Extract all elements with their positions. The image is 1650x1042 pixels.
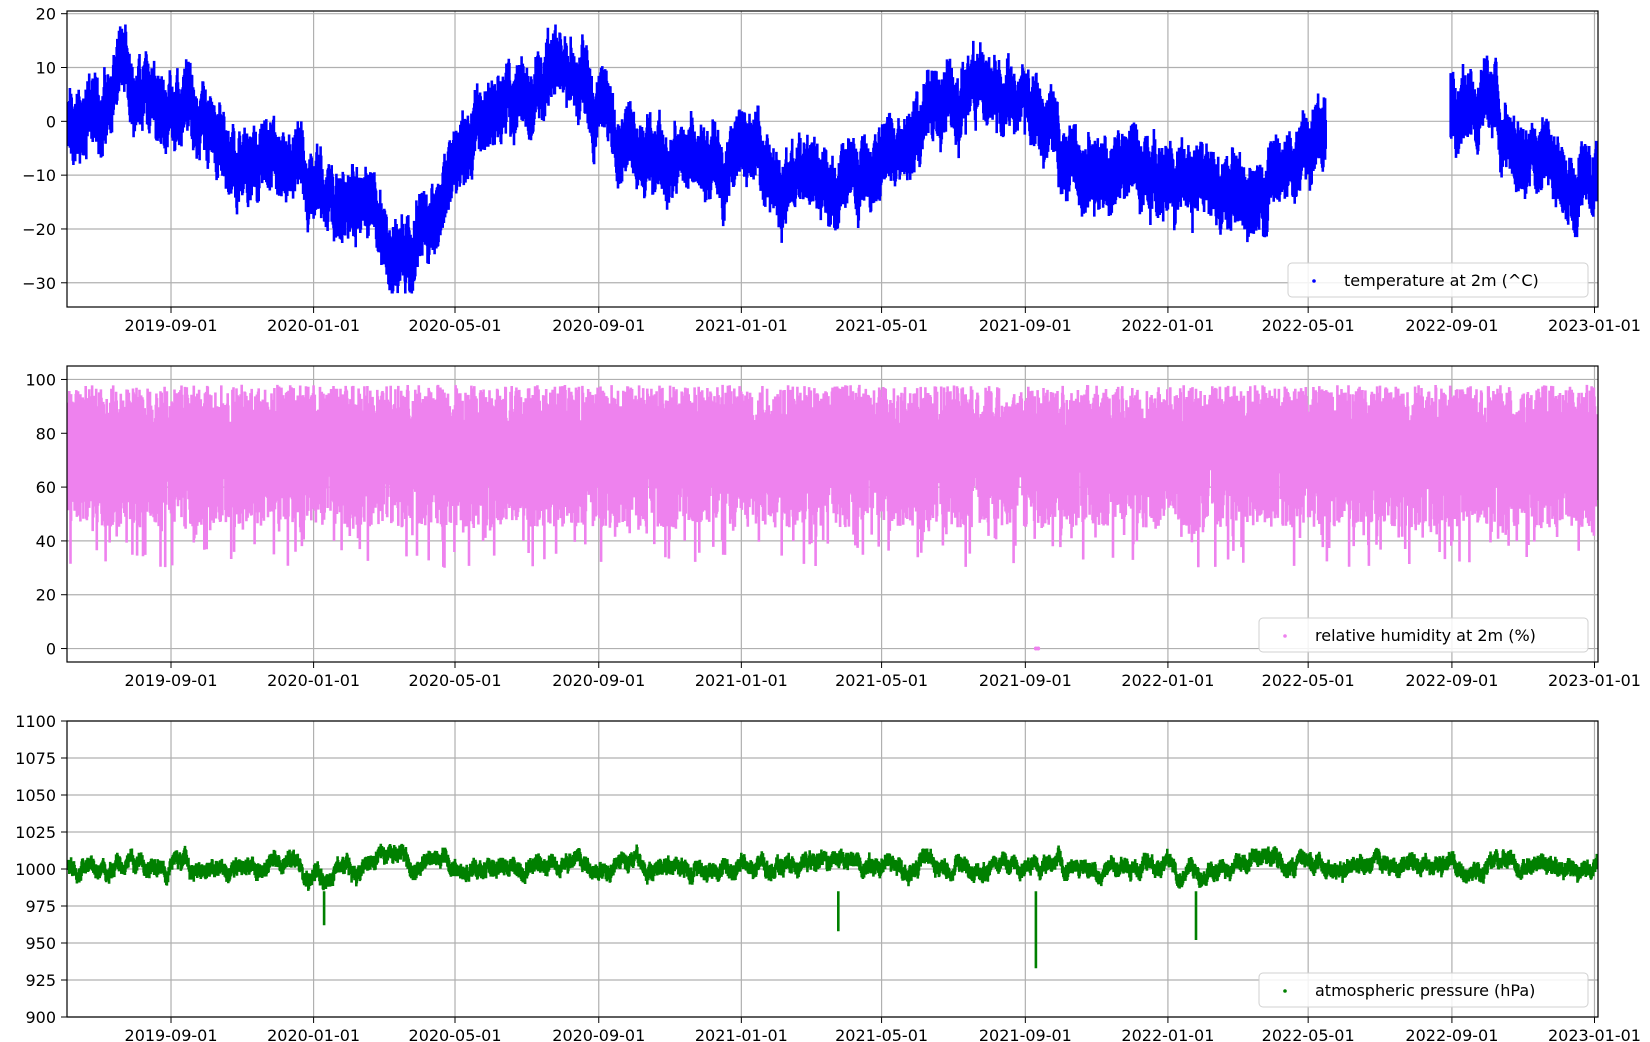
x-tick-label: 2020-05-01 xyxy=(409,671,502,690)
outlier-point xyxy=(1036,646,1041,651)
x-tick-label: 2020-09-01 xyxy=(552,1026,645,1042)
x-tick-label: 2021-05-01 xyxy=(835,1026,928,1042)
series-points xyxy=(67,384,1598,651)
pressure-panel: 2019-09-01 2020-01-01 2020-05-01 2020-09-01… xyxy=(15,712,1641,1042)
y-tick-label: −20 xyxy=(22,220,56,239)
axes-frame xyxy=(66,720,1599,1018)
x-tick-label: 2022-05-01 xyxy=(1262,316,1355,335)
y-tick-label: 0 xyxy=(46,640,56,659)
data-strokes xyxy=(67,24,1598,294)
x-tick-label: 2021-09-01 xyxy=(979,316,1072,335)
x-tick-label: 2022-09-01 xyxy=(1405,671,1498,690)
legend-box xyxy=(1287,262,1589,298)
y-tick-label: 900 xyxy=(25,1008,56,1027)
x-tick-label: 2022-09-01 xyxy=(1405,316,1498,335)
x-tick-label: 2020-05-01 xyxy=(409,316,502,335)
legend-marker xyxy=(1283,989,1287,993)
temperature-panel: 2019-09-01 2020-01-01 2020-05-01 2020-09-01… xyxy=(22,5,1641,335)
y-tick-label: 1100 xyxy=(15,712,56,731)
legend: atmospheric pressure (hPa) xyxy=(1258,972,1589,1008)
y-tick-label: 10 xyxy=(36,59,56,78)
x-tick-label: 2021-09-01 xyxy=(979,671,1072,690)
x-tick-label: 2021-05-01 xyxy=(835,316,928,335)
y-tick-label: 80 xyxy=(36,424,56,443)
y-tick-label: 1025 xyxy=(15,823,56,842)
x-tick-label: 2021-05-01 xyxy=(835,671,928,690)
legend: relative humidity at 2m (%) xyxy=(1258,617,1589,653)
data-strokes xyxy=(67,843,1598,969)
x-tick-label: 2020-09-01 xyxy=(552,671,645,690)
humidity-panel: 2019-09-01 2020-01-01 2020-05-01 2020-09-01… xyxy=(25,365,1641,690)
legend-marker xyxy=(1283,634,1287,638)
x-tick-label: 2022-05-01 xyxy=(1262,1026,1355,1042)
x-tick-label: 2021-09-01 xyxy=(979,1026,1072,1042)
legend: temperature at 2m (^C) xyxy=(1287,262,1589,298)
y-tick-label: 975 xyxy=(25,897,56,916)
x-tick-label: 2020-01-01 xyxy=(267,1026,360,1042)
x-tick-label: 2022-01-01 xyxy=(1121,671,1214,690)
legend-box xyxy=(1258,617,1589,653)
x-tick-label: 2019-09-01 xyxy=(125,671,218,690)
y-tick-label: 950 xyxy=(25,934,56,953)
series-points xyxy=(67,24,1598,294)
legend-label: temperature at 2m (^C) xyxy=(1344,271,1539,290)
y-tick-label: 20 xyxy=(36,5,56,24)
legend-label: relative humidity at 2m (%) xyxy=(1315,626,1536,645)
x-tick-label: 2020-05-01 xyxy=(409,1026,502,1042)
x-tick-label: 2022-01-01 xyxy=(1121,316,1214,335)
x-tick-label: 2019-09-01 xyxy=(125,316,218,335)
x-tick-label: 2023-01-01 xyxy=(1548,671,1641,690)
x-tick-label: 2020-01-01 xyxy=(267,671,360,690)
x-tick-label: 2019-09-01 xyxy=(125,1026,218,1042)
y-tick-label: 100 xyxy=(25,370,56,389)
x-tick-label: 2022-01-01 xyxy=(1121,1026,1214,1042)
legend-label: atmospheric pressure (hPa) xyxy=(1315,981,1535,1000)
legend-marker xyxy=(1312,279,1316,283)
y-tick-label: 1075 xyxy=(15,749,56,768)
x-tick-label: 2023-01-01 xyxy=(1548,1026,1641,1042)
y-tick-label: 1050 xyxy=(15,786,56,805)
y-tick-label: 0 xyxy=(46,112,56,131)
x-tick-label: 2022-09-01 xyxy=(1405,1026,1498,1042)
axes-frame xyxy=(66,365,1599,663)
x-tick-label: 2020-01-01 xyxy=(267,316,360,335)
y-tick-label: 20 xyxy=(36,586,56,605)
axes-frame xyxy=(66,10,1599,308)
x-tick-label: 2020-09-01 xyxy=(552,316,645,335)
x-tick-label: 2021-01-01 xyxy=(695,316,788,335)
legend-box xyxy=(1258,972,1589,1008)
x-tick-label: 2022-05-01 xyxy=(1262,671,1355,690)
y-tick-label: −30 xyxy=(22,274,56,293)
y-tick-label: 1000 xyxy=(15,860,56,879)
x-tick-label: 2021-01-01 xyxy=(695,1026,788,1042)
data-strokes xyxy=(67,384,1598,568)
y-tick-label: 40 xyxy=(36,532,56,551)
series-points xyxy=(67,843,1598,969)
y-tick-label: 60 xyxy=(36,478,56,497)
y-tick-label: −10 xyxy=(22,166,56,185)
x-tick-label: 2021-01-01 xyxy=(695,671,788,690)
x-tick-label: 2023-01-01 xyxy=(1548,316,1641,335)
y-tick-label: 925 xyxy=(25,971,56,990)
